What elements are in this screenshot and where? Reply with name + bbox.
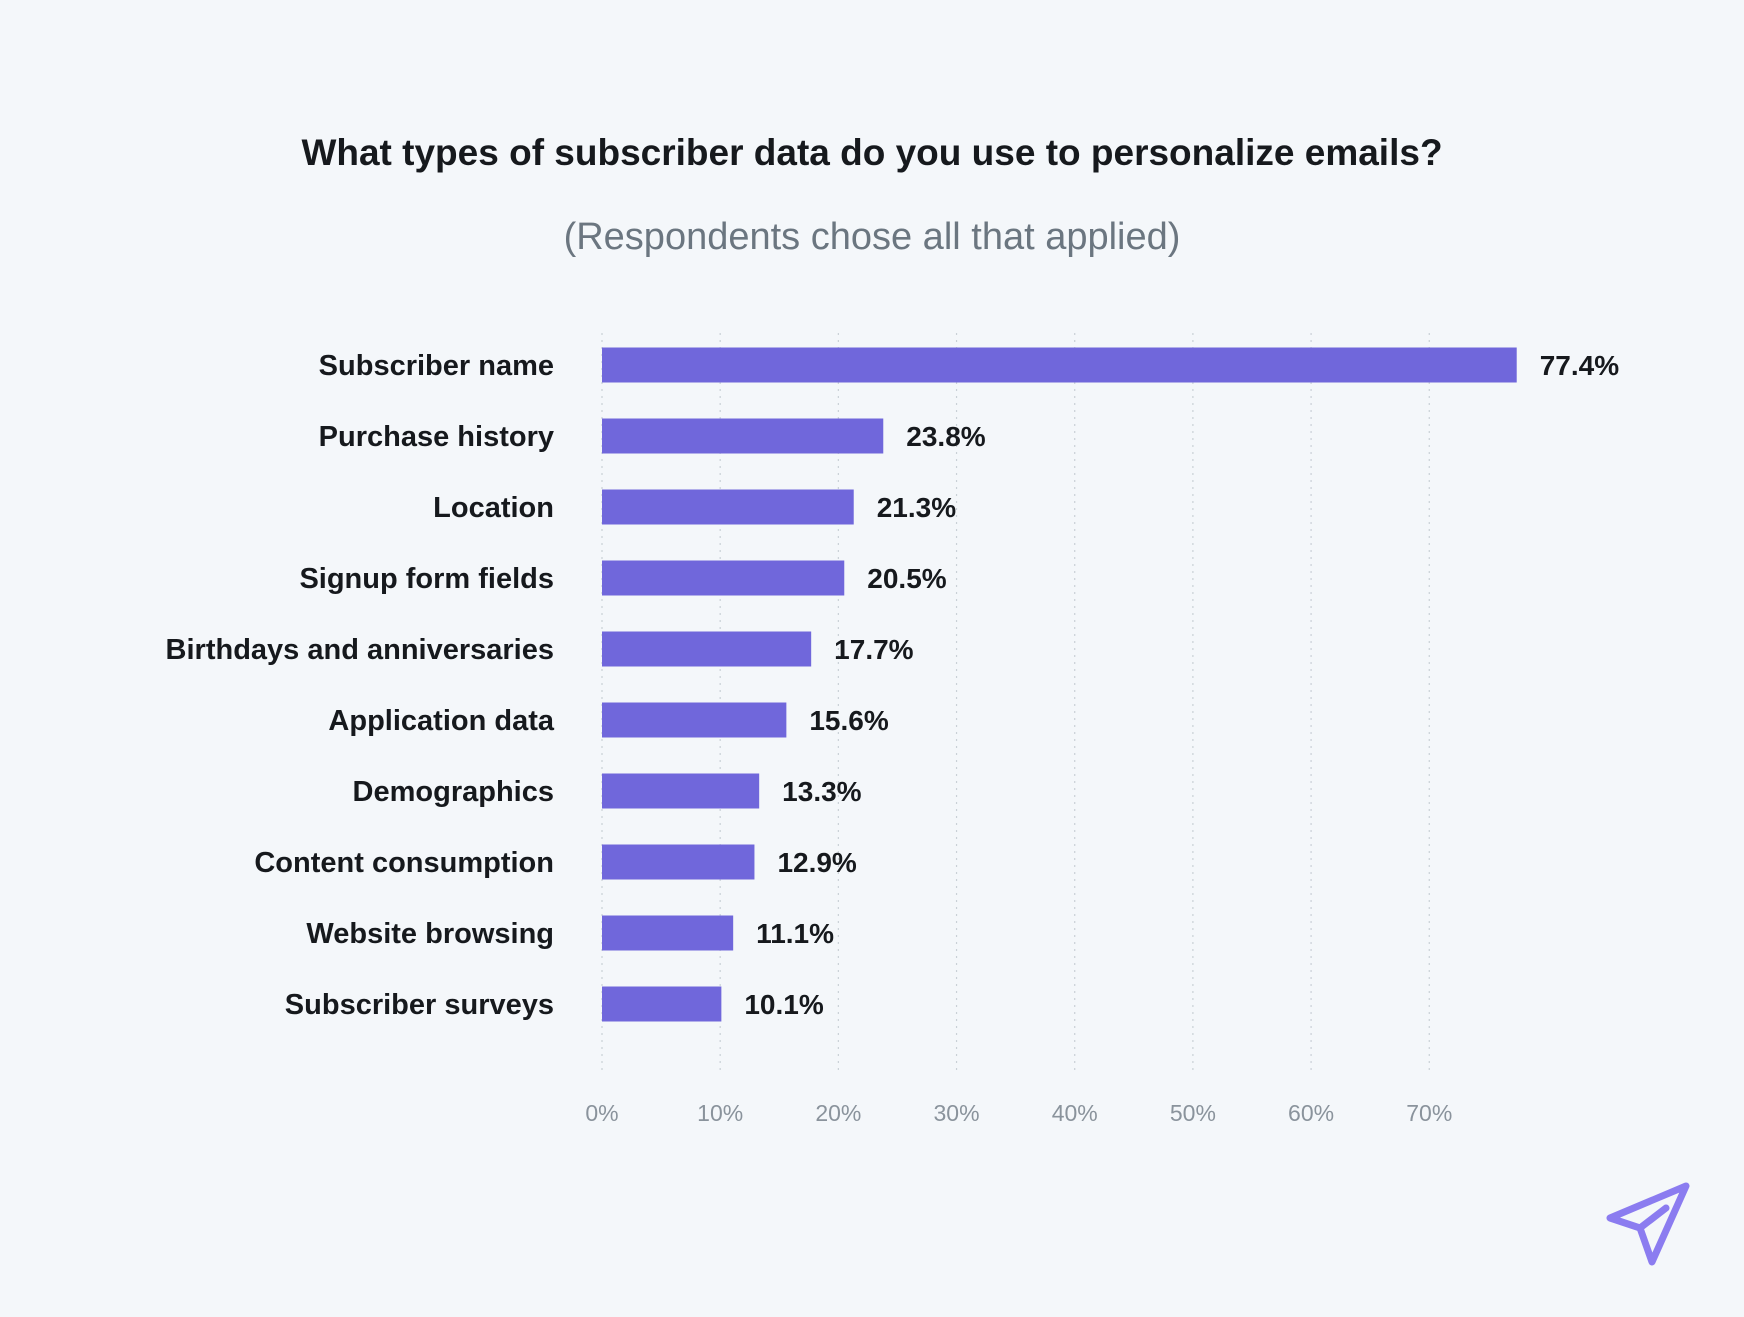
x-tick-label: 60% [1288,1100,1334,1126]
category-label: Content consumption [254,847,554,879]
value-labels: 77.4% 23.8% 21.3% 20.5% 17.7% 15.6% 13.3% 12.9%… [744,350,1619,1020]
x-tick-label: 20% [815,1100,861,1126]
value-label: 10.1% [744,989,823,1020]
x-axis-ticks: 0% 10% 20% 30% 40% 50% 60% 70% [585,1100,1452,1126]
x-tick-label: 40% [1052,1100,1098,1126]
value-label: 17.7% [834,634,913,665]
bar [602,560,845,596]
bar [602,418,884,454]
category-label: Subscriber surveys [285,989,554,1021]
value-label: 77.4% [1540,350,1619,381]
bar [602,702,787,738]
category-label: Birthdays and anniversaries [166,634,554,666]
bar [602,631,812,667]
category-label: Subscriber name [319,350,554,382]
bar [602,347,1517,383]
category-labels: Subscriber name Purchase history Location S… [166,350,555,1021]
category-label: Location [433,492,554,524]
x-tick-label: 0% [585,1100,618,1126]
value-label: 12.9% [777,847,856,878]
value-label: 15.6% [809,705,888,736]
value-label: 13.3% [782,776,861,807]
paper-plane-icon [1606,1182,1690,1266]
bars [602,347,1517,1022]
category-label: Purchase history [319,421,554,453]
bar [602,489,854,525]
x-tick-label: 50% [1170,1100,1216,1126]
value-label: 23.8% [906,421,985,452]
bar [602,915,734,951]
chart-subtitle: (Respondents chose all that applied) [563,216,1181,258]
x-tick-label: 70% [1406,1100,1452,1126]
category-label: Demographics [353,776,554,808]
chart-title: What types of subscriber data do you use… [301,132,1443,173]
bar [602,986,722,1022]
bar [602,844,755,880]
bar [602,773,760,809]
value-label: 11.1% [756,918,834,949]
category-label: Application data [328,705,554,737]
value-label: 20.5% [867,563,946,594]
x-tick-label: 10% [697,1100,743,1126]
category-label: Website browsing [306,918,554,950]
x-tick-label: 30% [934,1100,980,1126]
category-label: Signup form fields [299,563,554,595]
value-label: 21.3% [877,492,956,523]
